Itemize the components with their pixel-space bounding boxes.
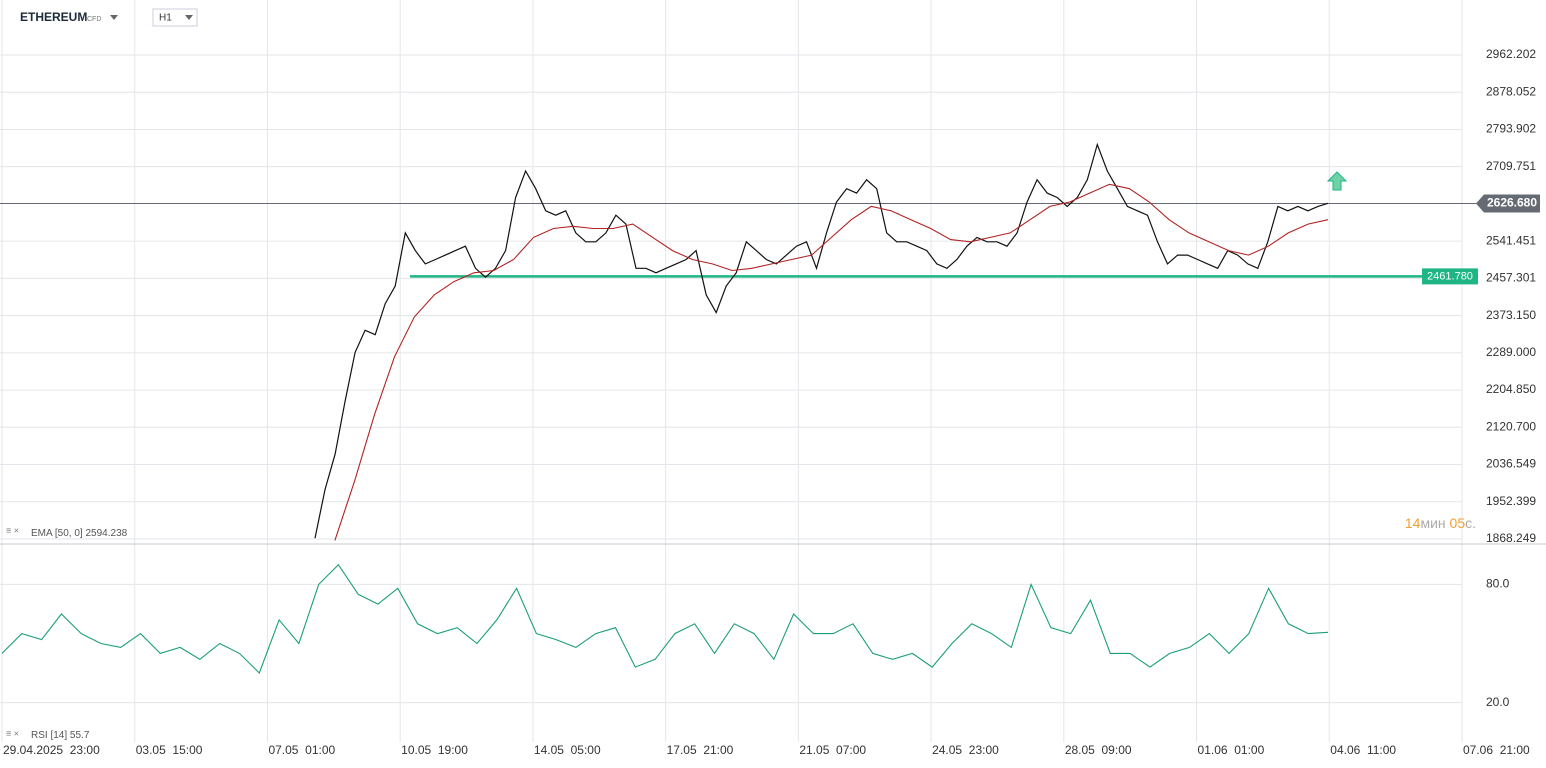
y-tick-label: 2373.150: [1486, 308, 1536, 322]
x-tick-label: 07.06 21:00: [1463, 743, 1530, 757]
y-tick-label: 2541.451: [1486, 233, 1536, 247]
y-tick-label: 2120.700: [1486, 419, 1536, 433]
menu-icon[interactable]: ≡ ×: [6, 525, 19, 535]
y-tick-label: 2036.549: [1486, 457, 1536, 471]
y-tick-label: 2204.850: [1486, 382, 1536, 396]
x-tick-label: 29.04.2025 23:00: [3, 743, 100, 757]
y-tick-label: 80.0: [1486, 577, 1510, 591]
menu-icon[interactable]: ≡ ×: [6, 728, 19, 738]
y-tick-label: 1868.249: [1486, 531, 1536, 545]
y-tick-label: 2289.000: [1486, 345, 1536, 359]
current-price-label: 2626.680: [1487, 196, 1537, 210]
dropdown-arrow[interactable]: [185, 15, 193, 20]
x-tick-label: 28.05 09:00: [1065, 743, 1132, 757]
x-tick-label: 21.05 07:00: [799, 743, 866, 757]
x-tick-label: 03.05 15:00: [136, 743, 203, 757]
x-tick-label: 01.06 01:00: [1198, 743, 1265, 757]
y-tick-label: 2793.902: [1486, 122, 1536, 136]
x-tick-label: 10.05 19:00: [401, 743, 468, 757]
support-label: 2461.780: [1427, 270, 1473, 282]
instrument-type: CFD: [87, 16, 101, 23]
series-line: [1, 563, 1329, 674]
support-label-bg: [1422, 268, 1478, 285]
dropdown-arrow[interactable]: [110, 15, 118, 20]
ema-label: EMA [50, 0] 2594.238: [31, 528, 128, 539]
y-tick-label: 20.0: [1486, 695, 1510, 709]
timeframe-box[interactable]: [152, 8, 198, 27]
x-tick-label: 24.05 23:00: [932, 743, 999, 757]
y-tick-label: 2457.301: [1486, 271, 1536, 285]
x-tick-label: 07.05 01:00: [268, 743, 335, 757]
y-tick-label: 1952.399: [1486, 494, 1536, 508]
timeframe[interactable]: H1: [159, 13, 172, 24]
y-tick-label: 2709.751: [1486, 159, 1536, 173]
x-tick-label: 17.05 21:00: [667, 743, 734, 757]
buy-arrow[interactable]: [1326, 171, 1348, 191]
series-line: [314, 142, 1329, 539]
x-tick-label: 14.05 05:00: [534, 743, 601, 757]
series-line: [334, 183, 1329, 541]
y-tick-label: 2962.202: [1486, 47, 1536, 61]
rsi-label: RSI [14] 55.7: [31, 730, 90, 741]
instrument[interactable]: ETHEREUM: [20, 10, 87, 24]
y-tick-label: 2878.052: [1486, 84, 1536, 98]
current-price-tag: [1476, 194, 1540, 213]
countdown: 14мин 05с.: [1405, 515, 1476, 531]
x-tick-label: 04.06 11:00: [1330, 743, 1396, 757]
